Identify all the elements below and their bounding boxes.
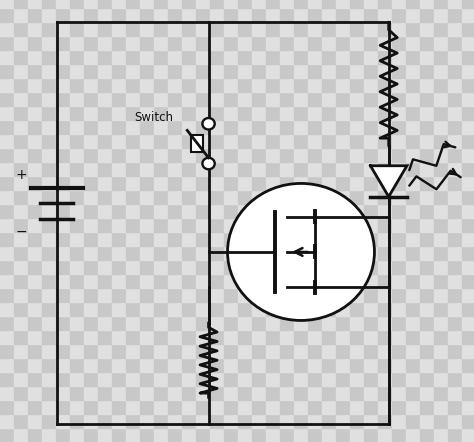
Bar bbox=[191, 135, 203, 152]
Text: Switch: Switch bbox=[135, 110, 173, 124]
Text: +: + bbox=[16, 168, 27, 182]
Polygon shape bbox=[370, 166, 407, 197]
Circle shape bbox=[202, 118, 215, 130]
Circle shape bbox=[228, 183, 374, 320]
Circle shape bbox=[202, 158, 215, 169]
Text: −: − bbox=[16, 225, 27, 239]
